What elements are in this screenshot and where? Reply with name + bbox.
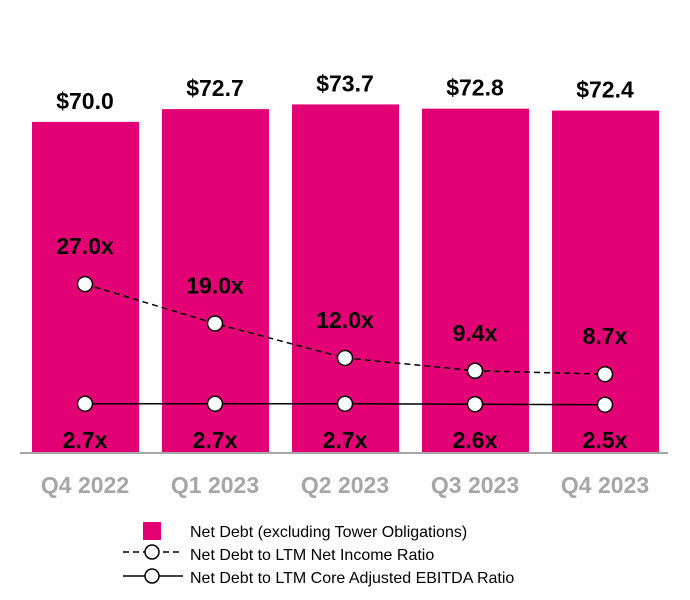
legend-label: Net Debt (excluding Tower Obligations) <box>190 524 467 541</box>
bar-value-label: $72.4 <box>576 77 634 103</box>
legend-marker <box>144 568 160 584</box>
bar-value-label: $72.8 <box>446 75 504 101</box>
ratio-label: 12.0x <box>316 307 374 333</box>
data-point <box>336 395 354 412</box>
category-label: Q2 2023 <box>301 472 389 498</box>
category-label: Q3 2023 <box>431 472 519 498</box>
data-point <box>466 362 484 380</box>
category-label: Q4 2022 <box>41 472 129 498</box>
ratio-label: 2.7x <box>63 427 108 453</box>
ratio-label: 27.0x <box>56 233 114 259</box>
data-point <box>596 396 614 413</box>
data-point <box>596 365 614 383</box>
ratio-label: 2.5x <box>583 427 628 453</box>
legend-label: Net Debt to LTM Net Income Ratio <box>190 547 434 564</box>
ratio-label: 19.0x <box>186 273 244 299</box>
legend-marker <box>144 544 160 560</box>
bar <box>292 104 399 454</box>
ratio-label: 2.7x <box>193 427 238 453</box>
data-point <box>336 349 354 367</box>
data-point <box>466 395 484 413</box>
category-label: Q4 2023 <box>561 472 649 498</box>
legend-swatch-bar <box>143 522 161 540</box>
data-point <box>206 315 224 332</box>
legend-label: Net Debt to LTM Core Adjusted EBITDA Rat… <box>190 570 514 587</box>
bar <box>552 110 659 453</box>
data-point <box>76 275 94 293</box>
bar-value-label: $70.0 <box>56 88 114 114</box>
data-point <box>206 395 224 412</box>
ratio-label: 8.7x <box>583 323 628 349</box>
bar-value-label: $73.7 <box>316 70 374 96</box>
data-point <box>76 395 94 412</box>
ratio-label: 2.7x <box>323 427 368 453</box>
bar-value-label: $72.7 <box>186 75 244 101</box>
bar <box>422 108 529 453</box>
ratio-label: 9.4x <box>453 320 498 346</box>
ratio-label: 2.6x <box>453 427 498 453</box>
category-label: Q1 2023 <box>171 472 259 498</box>
